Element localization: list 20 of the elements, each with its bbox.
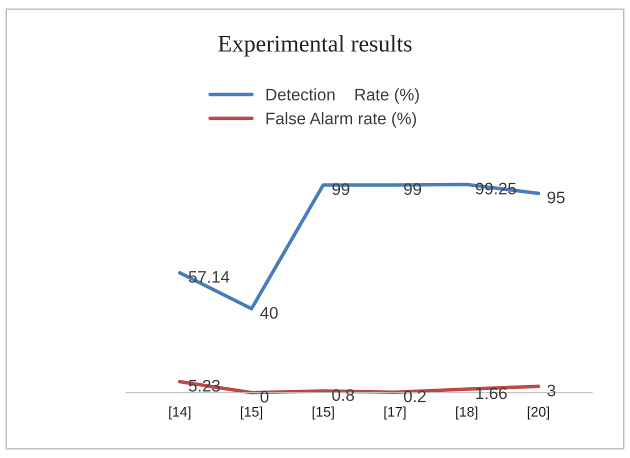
x-tick-label: [20] — [528, 406, 549, 420]
x-tick-label: [18] — [456, 406, 478, 420]
data-label: 0.8 — [332, 389, 354, 401]
data-label: 40 — [260, 306, 278, 319]
data-label: 3 — [547, 384, 556, 396]
x-tick-label: [15] — [312, 406, 334, 420]
chart-title: Experimental results — [218, 35, 412, 57]
x-tick-label: [15] — [240, 406, 262, 420]
data-label: 99 — [404, 183, 422, 196]
legend-label: False Alarm rate (%) — [266, 112, 416, 128]
x-tick-label: [14] — [169, 406, 190, 420]
data-label: 1.66 — [476, 387, 507, 400]
x-tick-label: [17] — [384, 406, 406, 420]
data-label: 95 — [548, 192, 565, 204]
data-label: 99 — [332, 183, 350, 196]
legend-label: Detection Rate (%) — [266, 88, 419, 104]
data-label: 99.25 — [476, 182, 516, 194]
data-label: 57.14 — [188, 271, 230, 283]
data-label: 0 — [260, 390, 268, 403]
data-label: 0.2 — [404, 390, 426, 402]
